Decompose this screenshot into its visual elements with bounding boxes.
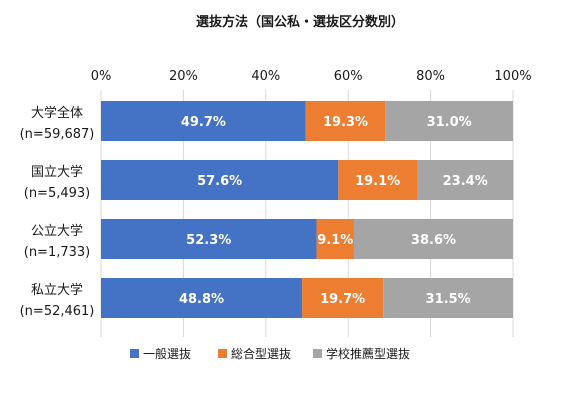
- bar-data-label: 31.5%: [426, 292, 471, 307]
- bar-data-label: 19.7%: [320, 292, 365, 307]
- legend-label: 学校推薦型選抜: [326, 346, 410, 361]
- legend: 一般選抜 総合型選抜 学校推薦型選抜: [130, 346, 410, 361]
- bar-data-label: 38.6%: [411, 233, 456, 248]
- bar-segment: [302, 278, 384, 318]
- x-tick-label: 80%: [416, 69, 445, 84]
- bar-data-label: 48.8%: [179, 292, 224, 307]
- legend-swatch: [218, 349, 227, 358]
- x-tick-label: 100%: [494, 69, 531, 84]
- bar-segment: [101, 101, 306, 141]
- x-tick-label: 20%: [169, 69, 198, 84]
- category-labels: 大学全体 (n=59,687) 国立大学 (n=5,493) 公立大学 (n=1,733)…: [20, 105, 95, 319]
- bar-data-label: 49.7%: [181, 115, 226, 130]
- x-tick-label: 60%: [334, 69, 363, 84]
- bar-segment: [101, 160, 339, 200]
- bar-segment: [417, 160, 514, 200]
- bar-segment: [338, 160, 418, 200]
- bars: 49.7% 19.3% 31.0% 57.6% 19.1% 23.4% 52.3% 9.1% 3…: [101, 101, 514, 318]
- bar-segment: [305, 101, 386, 141]
- bar-segment: [385, 101, 513, 141]
- bar-segment: [353, 219, 513, 259]
- bar-data-label: 52.3%: [186, 233, 231, 248]
- category-count-label: (n=52,461): [20, 304, 95, 319]
- bar-segment: [101, 219, 317, 259]
- chart-title: 選抜方法（国公私・選抜区分数別）: [196, 14, 404, 30]
- legend-swatch: [130, 349, 139, 358]
- legend-label: 総合型選抜: [231, 346, 291, 361]
- legend-label: 一般選抜: [143, 346, 191, 361]
- category-count-label: (n=5,493): [24, 186, 91, 201]
- bar-segment: [316, 219, 354, 259]
- bar-data-label: 19.3%: [323, 115, 368, 130]
- bar-segment: [383, 278, 513, 318]
- x-tick-label: 40%: [251, 69, 280, 84]
- category-count-label: (n=1,733): [24, 245, 91, 260]
- bar-data-label: 19.1%: [355, 174, 400, 189]
- x-tick-label: 0%: [91, 69, 112, 84]
- category-label: 国立大学: [31, 164, 83, 180]
- category-count-label: (n=59,687): [20, 127, 95, 142]
- bar-data-label: 9.1%: [317, 233, 353, 248]
- bar-data-label: 23.4%: [443, 174, 488, 189]
- bar-data-label: 31.0%: [427, 115, 472, 130]
- x-axis-ticks: 0% 20% 40% 60% 80% 100%: [91, 69, 532, 84]
- legend-swatch: [313, 349, 322, 358]
- category-label: 公立大学: [31, 223, 83, 239]
- bar-segment: [101, 278, 303, 318]
- category-label: 私立大学: [31, 282, 83, 298]
- category-label: 大学全体: [31, 105, 83, 121]
- bar-data-label: 57.6%: [197, 174, 242, 189]
